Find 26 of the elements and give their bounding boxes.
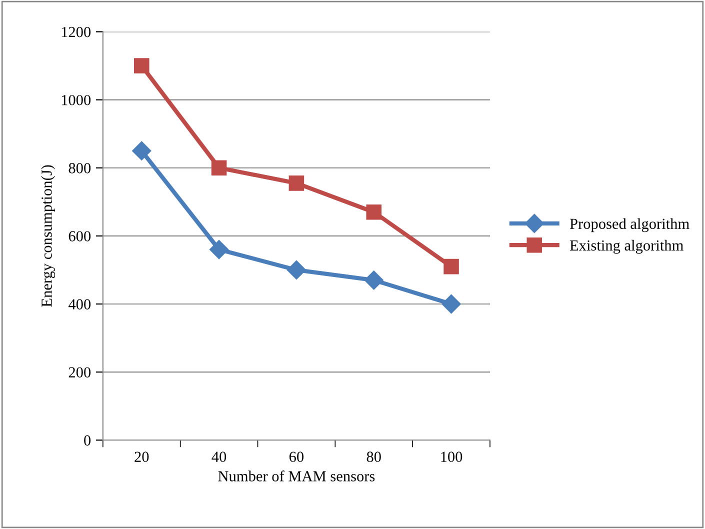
x-tick-label: 20 — [134, 452, 149, 462]
x-tick-label: 40 — [212, 452, 226, 462]
x-tick-label: 80 — [366, 452, 381, 462]
point — [444, 258, 459, 274]
x-tick-label: 60 — [289, 452, 304, 462]
point — [366, 204, 382, 220]
y-tick-label: 800 — [68, 163, 91, 174]
x-axis-title: Number of MAM sensors — [218, 470, 375, 482]
y-tick-label: 1000 — [62, 94, 91, 106]
legend-label: Existing algorithm — [570, 240, 684, 254]
point — [132, 141, 152, 160]
point — [210, 240, 229, 260]
point — [286, 260, 306, 280]
y-tick-label: 0 — [84, 435, 91, 446]
legend-label: Proposed algorithm — [570, 218, 690, 232]
y-tick-label: 1200 — [62, 26, 91, 38]
y-tick-label: 400 — [68, 299, 91, 310]
point — [364, 270, 384, 290]
x-tick-label: 100 — [441, 452, 462, 462]
y-axis-title: Energy consumption(J) — [41, 165, 56, 307]
point — [288, 176, 304, 191]
point — [442, 294, 461, 314]
y-tick-label: 200 — [68, 367, 91, 378]
point — [134, 58, 150, 74]
y-tick-label: 600 — [68, 231, 91, 242]
point — [211, 160, 227, 176]
